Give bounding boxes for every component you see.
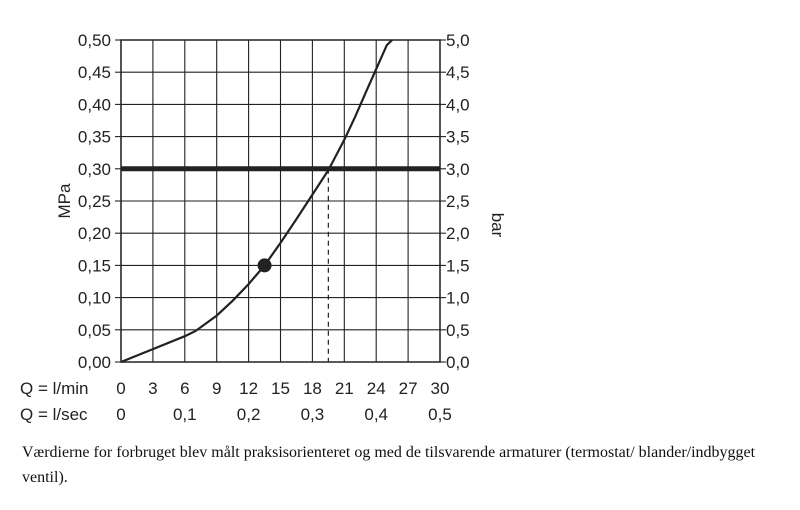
y-tick-label-left: 0,05 xyxy=(78,321,111,340)
x-tick-label-lmin: 15 xyxy=(271,379,290,398)
y-tick-label-left: 0,50 xyxy=(78,31,111,50)
chart-caption: Værdierne for forbruget blev målt praksi… xyxy=(22,444,756,486)
y-tick-label-right: 1,5 xyxy=(446,256,470,275)
x-tick-label-lmin: 27 xyxy=(399,379,418,398)
axis-ticks xyxy=(115,39,446,363)
x-tick-label-lmin: 3 xyxy=(148,379,157,398)
x-tick-label-lsec: 0,2 xyxy=(237,405,261,424)
y-axis-label-right: bar xyxy=(488,213,507,238)
operating-point-marker xyxy=(257,258,272,273)
x-tick-label-lmin: 21 xyxy=(335,379,354,398)
pressure-flow-chart: MPa bar Q = l/min Q = l/sec 0,000,050,10… xyxy=(20,31,507,424)
x-tick-label-lmin: 12 xyxy=(239,379,258,398)
y-tick-label-left: 0,45 xyxy=(78,63,111,82)
tick-labels: 0,000,050,100,150,200,250,300,350,400,45… xyxy=(78,31,470,424)
y-tick-label-right: 5,0 xyxy=(446,31,470,50)
x-tick-label-lmin: 6 xyxy=(180,379,189,398)
x-tick-label-lmin: 24 xyxy=(367,379,386,398)
y-tick-label-right: 1,0 xyxy=(446,289,470,308)
y-tick-label-right: 4,0 xyxy=(446,95,470,114)
grid xyxy=(120,39,441,363)
y-tick-label-left: 0,15 xyxy=(78,256,111,275)
series-line xyxy=(120,39,393,364)
y-tick-label-right: 3,5 xyxy=(446,128,470,147)
y-tick-label-left: 0,20 xyxy=(78,224,111,243)
x-axis-label-lmin: Q = l/min xyxy=(20,379,89,398)
y-tick-label-right: 2,0 xyxy=(446,224,470,243)
x-tick-label-lmin: 0 xyxy=(116,379,125,398)
x-tick-label-lmin: 18 xyxy=(303,379,322,398)
x-tick-label-lsec: 0,4 xyxy=(364,405,388,424)
y-tick-label-right: 0,5 xyxy=(446,321,470,340)
y-tick-label-right: 4,5 xyxy=(446,63,470,82)
x-tick-label-lsec: 0 xyxy=(116,405,125,424)
y-tick-label-left: 0,25 xyxy=(78,192,111,211)
y-tick-label-left: 0,10 xyxy=(78,289,111,308)
y-tick-label-right: 0,0 xyxy=(446,353,470,372)
x-tick-label-lsec: 0,5 xyxy=(428,405,452,424)
x-axis-label-lsec: Q = l/sec xyxy=(20,405,88,424)
y-tick-label-left: 0,40 xyxy=(78,95,111,114)
x-tick-label-lmin: 9 xyxy=(212,379,221,398)
y-tick-label-left: 0,00 xyxy=(78,353,111,372)
y-tick-label-left: 0,30 xyxy=(78,160,111,179)
y-tick-label-right: 2,5 xyxy=(446,192,470,211)
y-axis-label-left: MPa xyxy=(55,183,74,219)
y-tick-label-right: 3,0 xyxy=(446,160,470,179)
x-tick-label-lsec: 0,3 xyxy=(301,405,325,424)
x-tick-label-lsec: 0,1 xyxy=(173,405,197,424)
y-tick-label-left: 0,35 xyxy=(78,128,111,147)
x-tick-label-lmin: 30 xyxy=(431,379,450,398)
